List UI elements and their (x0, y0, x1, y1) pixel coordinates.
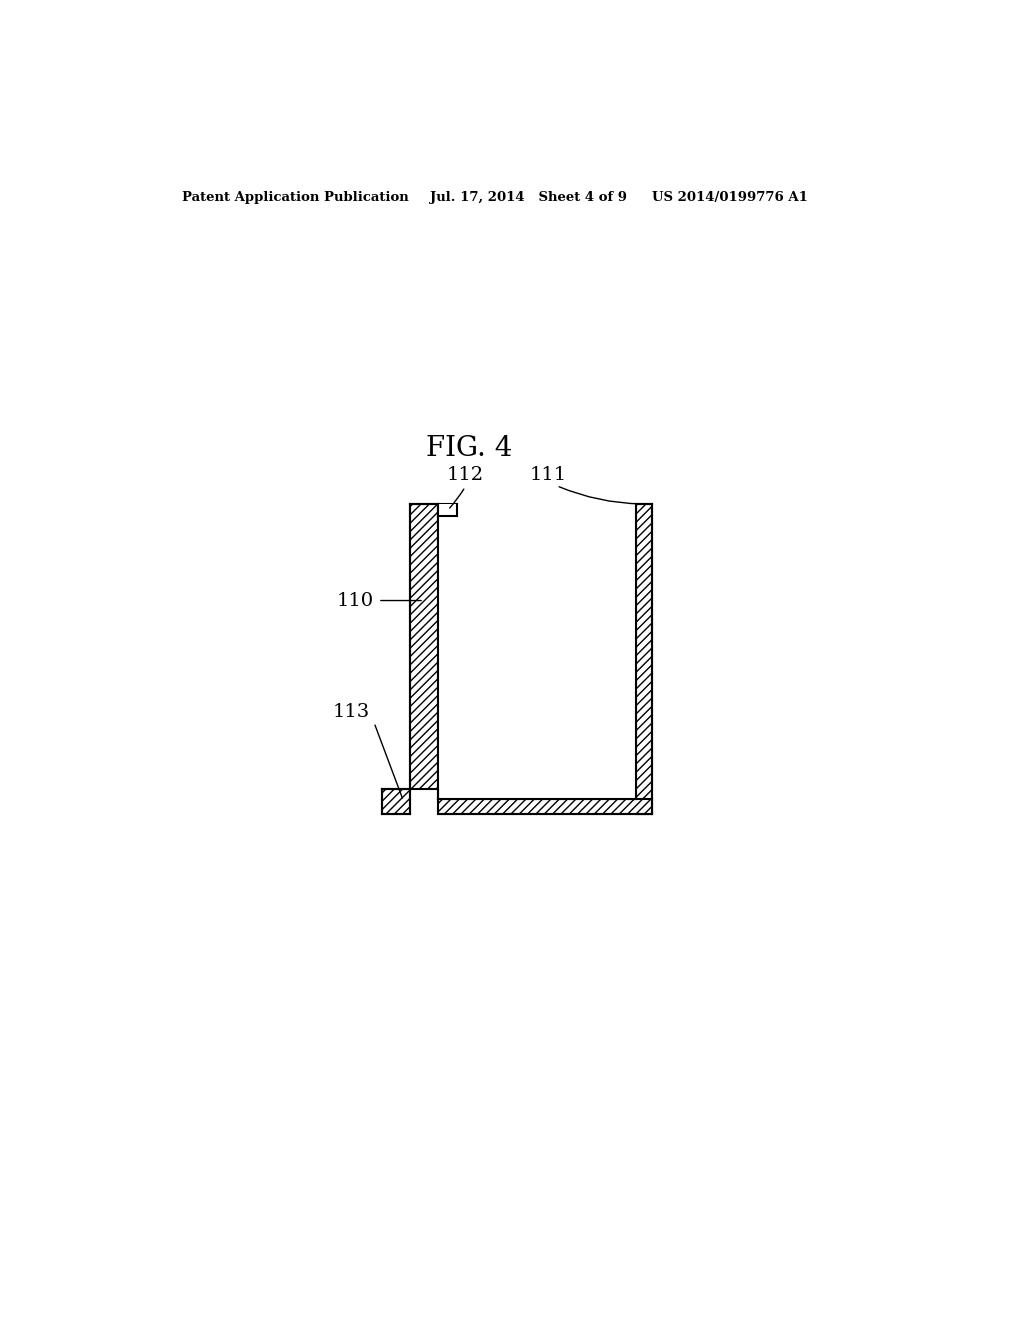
Polygon shape (437, 504, 636, 799)
Text: US 2014/0199776 A1: US 2014/0199776 A1 (652, 190, 808, 203)
Text: 112: 112 (446, 466, 484, 483)
Polygon shape (410, 504, 437, 788)
Text: 111: 111 (530, 466, 567, 483)
Polygon shape (437, 799, 652, 814)
Text: 110: 110 (337, 591, 374, 610)
Polygon shape (437, 504, 458, 516)
Text: Jul. 17, 2014   Sheet 4 of 9: Jul. 17, 2014 Sheet 4 of 9 (430, 190, 627, 203)
Text: 113: 113 (333, 704, 370, 721)
Text: FIG. 4: FIG. 4 (426, 434, 512, 462)
Polygon shape (636, 504, 652, 814)
Polygon shape (382, 788, 410, 814)
Text: Patent Application Publication: Patent Application Publication (182, 190, 409, 203)
